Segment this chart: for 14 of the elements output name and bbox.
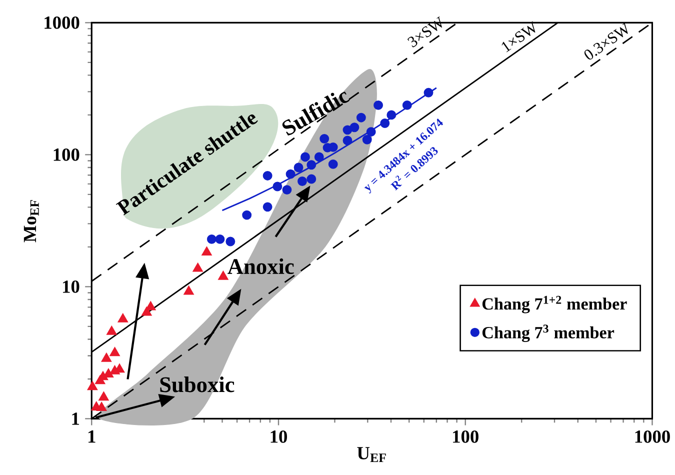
y-tick-label: 100 xyxy=(54,148,80,161)
y-axis-title: Mo$_{EF}$ xyxy=(24,200,39,242)
x-tick-label: 1 xyxy=(88,430,96,443)
y-tick-label: 1000 xyxy=(44,16,80,29)
annotation: Anoxic xyxy=(228,258,294,274)
legend-label: Chang 7$^{3}$ member xyxy=(482,324,614,342)
x-tick-label: 100 xyxy=(453,430,478,443)
annotation: Suboxic xyxy=(160,376,234,392)
y-tick-label: 10 xyxy=(63,280,80,293)
legend-label: Chang 7$^{1+2}$ member xyxy=(482,296,627,314)
y-tick-label: 1 xyxy=(72,412,79,425)
x-tick-label: 10 xyxy=(270,430,287,443)
x-tick-label: 1000 xyxy=(635,430,670,443)
x-axis-title: U$_{EF}$ xyxy=(357,447,386,462)
